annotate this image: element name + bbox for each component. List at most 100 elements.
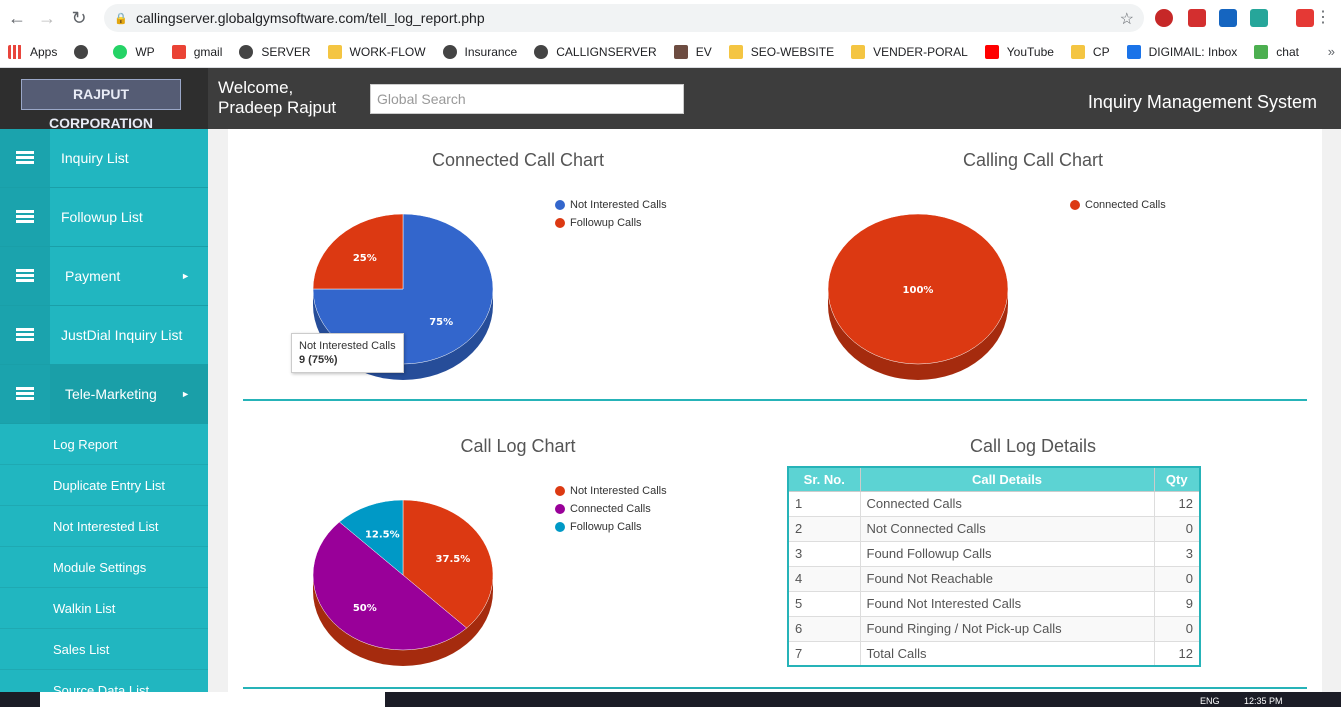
more-bookmarks-icon[interactable]: » [1327, 44, 1335, 59]
bookmark-insurance[interactable]: Insurance [442, 44, 517, 59]
bookmark-apps[interactable]: Apps [8, 44, 57, 59]
table-cell: 4 [787, 565, 861, 592]
bookmark-digimail[interactable]: DIGIMAIL: Inbox [1126, 44, 1237, 59]
pie-slice[interactable] [312, 213, 404, 290]
legend-entry[interactable]: Not Interested Calls [555, 196, 667, 214]
table-row: 4 Found Not Reachable 0 [787, 565, 1201, 592]
bookmark-wp-link[interactable]: WP [113, 44, 155, 59]
pie-slice[interactable] [827, 213, 1009, 365]
table-cell: 9 [1153, 590, 1201, 617]
pie-data-label: 50% [353, 603, 377, 614]
sidebar-sub-walkin-list[interactable]: Walkin List [0, 588, 208, 629]
extension-icon[interactable] [1296, 9, 1314, 27]
bookmark-server[interactable]: SERVER [239, 44, 311, 59]
legend-label: Followup Calls [570, 521, 642, 533]
table-cell: Found Not Interested Calls [859, 590, 1155, 617]
table-cell: 12 [1153, 640, 1201, 667]
sidebar-sub-log-report[interactable]: Log Report [0, 424, 208, 465]
pie-slice[interactable] [338, 499, 404, 576]
connected-chart-title: Connected Call Chart [431, 150, 605, 170]
whatsapp-icon [113, 44, 128, 59]
table-cell: 1 [787, 490, 861, 517]
table-cell: Total Calls [859, 640, 1155, 667]
sidebar-sub-source-data[interactable]: Source Data List [0, 670, 208, 696]
caret-right-icon: ► [181, 389, 190, 399]
sidebar-item-payment[interactable]: Payment ► [0, 247, 208, 306]
legend-entry[interactable]: Followup Calls [555, 214, 667, 232]
table-cell: Connected Calls [859, 490, 1155, 517]
back-icon[interactable]: ← [8, 7, 26, 28]
bookmark-vender[interactable]: VENDER-PORAL [851, 44, 968, 59]
connected-chart-legend: Not Interested Calls Followup Calls [555, 196, 667, 232]
bookmark-youtube[interactable]: YouTube [984, 44, 1054, 59]
call-log-pie[interactable]: 37.5% 50% 12.5% [312, 485, 513, 675]
extension-icon[interactable] [1250, 9, 1268, 27]
table-cell: 0 [1153, 565, 1201, 592]
lock-icon: 🔒 [114, 12, 128, 25]
forward-icon[interactable]: → [38, 7, 56, 28]
call-log-chart-title: Call Log Chart [460, 436, 576, 456]
legend-swatch [555, 522, 565, 532]
bookmark-ev[interactable]: EV [673, 44, 712, 59]
pie-slice[interactable] [312, 521, 468, 651]
pie-data-label: 75% [429, 317, 453, 328]
call-log-chart-legend: Not Interested Calls Connected Calls Follo… [555, 482, 667, 536]
sidebar-item-tele-marketing[interactable]: Tele-Marketing ► [0, 365, 208, 424]
bookmark-workflow[interactable]: WORK-FLOW [327, 44, 426, 59]
legend-entry[interactable]: Followup Calls [555, 518, 667, 536]
bookmark-callignserver[interactable]: CALLIGNSERVER [534, 44, 657, 59]
company-logo[interactable]: RAJPUT CORPORATION [21, 79, 181, 131]
sidebar-item-justdial[interactable]: JustDial Inquiry List [0, 306, 208, 365]
connected-call-pie[interactable]: 75% 25% [312, 199, 513, 389]
chat-icon [1254, 44, 1269, 59]
table-cell: 0 [1153, 515, 1201, 542]
sidebar-sub-duplicate-entry[interactable]: Duplicate Entry List [0, 465, 208, 506]
tooltip-value: 9 (75%) [299, 354, 338, 366]
table-row: 3 Found Followup Calls 3 [787, 540, 1201, 567]
chart-tooltip: Not Interested Calls 9 (75%) [291, 333, 404, 373]
legend-swatch [555, 200, 565, 210]
tooltip-label: Not Interested Calls [299, 340, 396, 352]
bookmark-wp[interactable] [74, 44, 96, 59]
taskbar: ENG 12:35 PM [0, 692, 1341, 707]
sidebar-item-followup-list[interactable]: Followup List [0, 188, 208, 247]
reload-icon[interactable]: ↻ [71, 7, 87, 28]
bookmark-seo[interactable]: SEO-WEBSITE [728, 44, 834, 59]
extension-icon[interactable] [1188, 9, 1206, 27]
sidebar: Inquiry List Followup List Payment ► Jus… [0, 129, 208, 695]
table-cell: 0 [1153, 615, 1201, 642]
sidebar-sub-sales-list[interactable]: Sales List [0, 629, 208, 670]
bookmark-chat[interactable]: chat [1254, 44, 1299, 59]
legend-entry[interactable]: Not Interested Calls [555, 482, 667, 500]
table-header-cell: Call Details [859, 466, 1155, 492]
calling-call-pie[interactable]: 100% [827, 199, 1028, 389]
sidebar-sub-not-interested[interactable]: Not Interested List [0, 506, 208, 547]
sidebar-sub-module-settings[interactable]: Module Settings [0, 547, 208, 588]
bookmark-star-icon[interactable]: ☆ [1119, 11, 1134, 28]
bookmark-gmail[interactable]: gmail [171, 44, 222, 59]
globe-icon [534, 44, 549, 59]
bookmark-cp[interactable]: CP [1070, 44, 1110, 59]
legend-entry[interactable]: Connected Calls [555, 500, 667, 518]
list-icon [0, 365, 50, 423]
pie-slice[interactable] [402, 499, 494, 629]
extension-icon[interactable] [1155, 9, 1173, 27]
table-row: 2 Not Connected Calls 0 [787, 515, 1201, 542]
extension-icon[interactable] [1219, 9, 1237, 27]
table-header-cell: Qty [1153, 466, 1201, 492]
pie-data-label: 37.5% [436, 554, 471, 565]
global-search-input[interactable] [370, 84, 684, 114]
address-bar[interactable]: 🔒 callingserver.globalgymsoftware.com/te… [104, 4, 1144, 32]
legend-entry[interactable]: Connected Calls [1070, 196, 1166, 214]
table-cell: 2 [787, 515, 861, 542]
table-cell: Found Followup Calls [859, 540, 1155, 567]
taskbar-search[interactable] [40, 692, 385, 707]
menu-dots-icon[interactable]: ⋮ [1315, 9, 1331, 26]
table-cell: 5 [787, 590, 861, 617]
legend-swatch [555, 486, 565, 496]
legend-label: Not Interested Calls [570, 199, 667, 211]
legend-swatch [555, 218, 565, 228]
sidebar-item-inquiry-list[interactable]: Inquiry List [0, 129, 208, 188]
table-cell: 3 [787, 540, 861, 567]
url-text: callingserver.globalgymsoftware.com/tell… [136, 10, 485, 26]
